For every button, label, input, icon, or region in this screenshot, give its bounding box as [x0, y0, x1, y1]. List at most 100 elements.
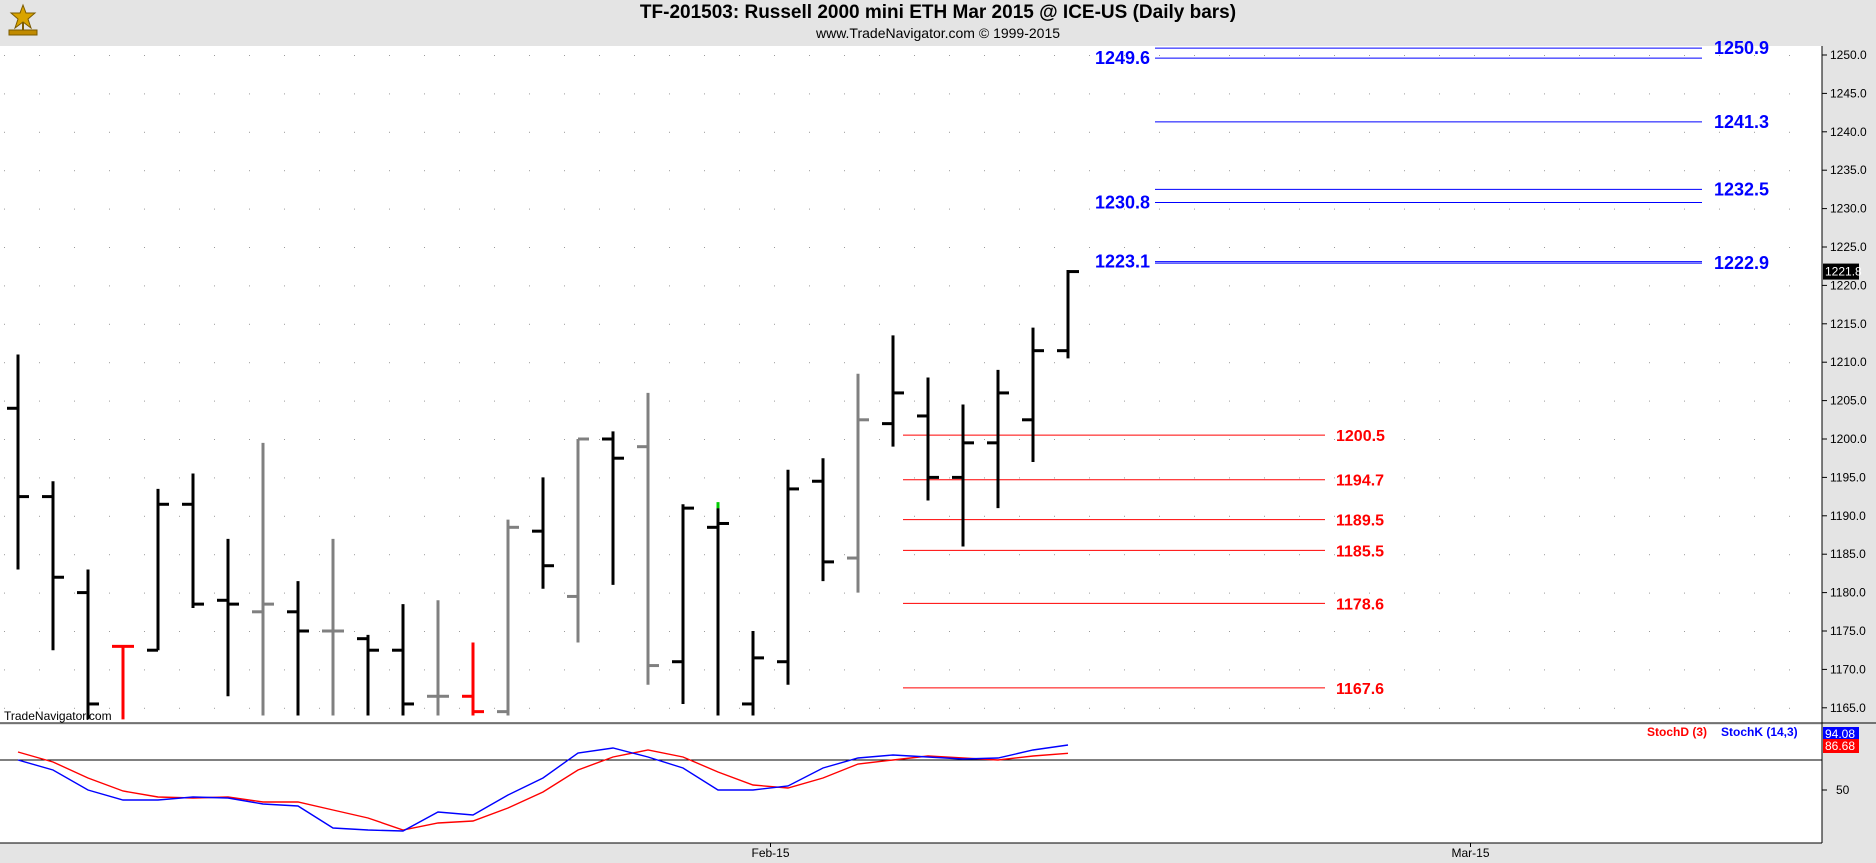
- grid-dot: [599, 554, 600, 556]
- grid-dot: [1194, 131, 1195, 133]
- grid-dot: [74, 592, 75, 594]
- grid-dot: [844, 669, 845, 671]
- grid-dot: [1719, 323, 1720, 325]
- grid-dot: [1614, 362, 1615, 364]
- grid-dot: [774, 439, 775, 440]
- grid-dot: [109, 170, 110, 172]
- grid-dot: [249, 631, 250, 632]
- grid-dot: [1264, 631, 1265, 632]
- grid-dot: [1369, 285, 1370, 287]
- grid-dot: [179, 554, 180, 556]
- grid-dot: [319, 439, 320, 440]
- grid-dot: [774, 592, 775, 594]
- grid-dot: [1579, 55, 1580, 56]
- grid-dot: [1299, 170, 1300, 172]
- grid-dot: [634, 208, 635, 210]
- grid-dot: [564, 247, 565, 248]
- grid-dot: [1614, 669, 1615, 671]
- grid-dot: [844, 592, 845, 594]
- grid-dot: [739, 592, 740, 594]
- grid-dot: [74, 55, 75, 56]
- grid-dot: [214, 323, 215, 325]
- grid-dot: [599, 400, 600, 402]
- grid-dot: [914, 631, 915, 632]
- grid-dot: [1229, 439, 1230, 440]
- grid-dot: [739, 170, 740, 172]
- grid-dot: [459, 707, 460, 709]
- grid-dot: [459, 477, 460, 479]
- grid-dot: [949, 400, 950, 402]
- grid-dot: [1789, 631, 1790, 632]
- grid-dot: [1649, 131, 1650, 133]
- grid-dot: [1054, 400, 1055, 402]
- grid-dot: [669, 55, 670, 56]
- grid-dot: [424, 554, 425, 556]
- grid-dot: [74, 400, 75, 402]
- grid-dot: [1474, 55, 1475, 56]
- grid-dot: [844, 515, 845, 517]
- grid-dot: [354, 285, 355, 287]
- grid-dot: [424, 631, 425, 632]
- grid-dot: [1439, 707, 1440, 709]
- date-axis: Feb-15 Mar-15: [751, 843, 1490, 860]
- grid-dot: [494, 592, 495, 594]
- grid-dot: [1054, 170, 1055, 172]
- grid-dot: [284, 554, 285, 556]
- grid-dot: [1299, 669, 1300, 671]
- grid-dot: [319, 515, 320, 517]
- grid-dot: [1684, 247, 1685, 248]
- grid-dot: [109, 362, 110, 364]
- grid-dot: [1159, 592, 1160, 594]
- grid-dot: [1439, 439, 1440, 440]
- grid-dot: [1684, 477, 1685, 479]
- grid-dot: [39, 93, 40, 95]
- grid-dot: [809, 439, 810, 440]
- grid-dot: [1369, 592, 1370, 594]
- grid-dot: [634, 131, 635, 133]
- grid-dot: [1229, 131, 1230, 133]
- grid-dot: [984, 515, 985, 517]
- grid-dot: [844, 55, 845, 56]
- grid-dot: [1614, 323, 1615, 325]
- grid-dot: [529, 285, 530, 287]
- grid-dot: [879, 362, 880, 364]
- grid-dot: [1614, 131, 1615, 133]
- grid-dot: [1404, 93, 1405, 95]
- grid-dot: [914, 707, 915, 709]
- grid-dot: [1054, 362, 1055, 364]
- grid-dot: [354, 477, 355, 479]
- grid-dot: [1124, 592, 1125, 594]
- grid-dot: [179, 400, 180, 402]
- grid-dot: [144, 323, 145, 325]
- grid-dot: [1404, 554, 1405, 556]
- grid-dot: [669, 170, 670, 172]
- grid-dot: [704, 477, 705, 479]
- grid-dot: [1544, 592, 1545, 594]
- grid-dot: [1474, 208, 1475, 210]
- grid-dot: [809, 247, 810, 248]
- grid-dot: [1439, 131, 1440, 133]
- grid-dot: [704, 707, 705, 709]
- grid-dot: [109, 93, 110, 95]
- grid-dot: [1089, 208, 1090, 210]
- grid-dot: [949, 592, 950, 594]
- grid-dot: [1509, 477, 1510, 479]
- trade-navigator-logo-icon[interactable]: [3, 2, 43, 42]
- grid-dot: [1089, 669, 1090, 671]
- grid-dot: [1124, 477, 1125, 479]
- grid-dot: [1684, 93, 1685, 95]
- grid-dot: [1789, 323, 1790, 325]
- grid-dot: [914, 93, 915, 95]
- grid-dot: [1299, 477, 1300, 479]
- grid-dot: [494, 707, 495, 709]
- grid-dot: [564, 669, 565, 671]
- grid-dot: [4, 55, 5, 56]
- grid-dot: [879, 55, 880, 56]
- grid-dot: [599, 669, 600, 671]
- grid-dot: [1369, 400, 1370, 402]
- grid-dot: [809, 208, 810, 210]
- grid-dot: [564, 515, 565, 517]
- stoch-d-value: 86.68: [1825, 739, 1855, 753]
- grid-dot: [774, 477, 775, 479]
